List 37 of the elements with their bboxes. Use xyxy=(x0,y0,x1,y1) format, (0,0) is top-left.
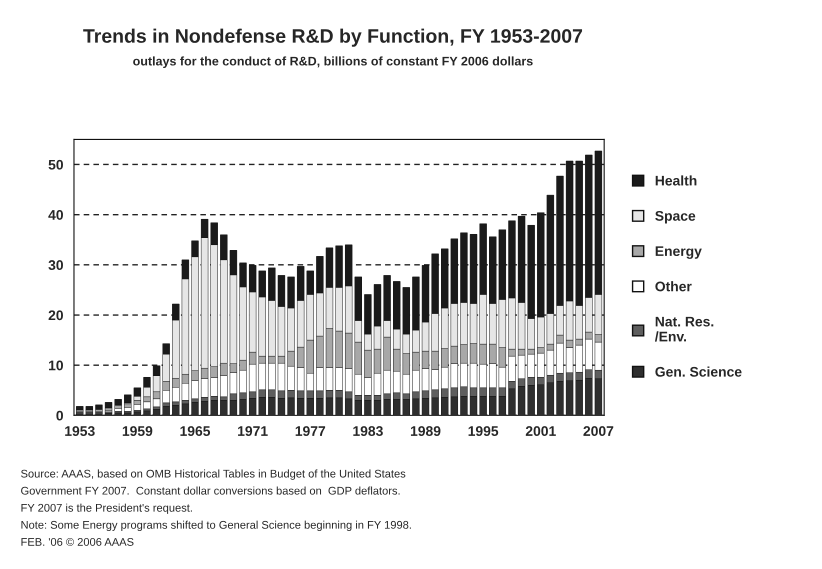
legend-label: Energy xyxy=(656,246,702,259)
chart-title: Trends in Nondefense R&D by Function, FY 1953-2007 xyxy=(83,28,582,47)
bar xyxy=(124,394,132,404)
bar xyxy=(134,404,142,411)
x-tick-label: 1989 xyxy=(410,426,440,436)
legend-label: Other xyxy=(655,281,692,292)
text: Note: Some Energy programs shifted to General Science beginning in FY 1998. xyxy=(21,520,411,531)
y-tick-label: 30 xyxy=(48,260,63,270)
bar xyxy=(134,388,142,397)
chart-subtitle: outlays for the conduct of R&D, billions of constant FY 2006 dollars xyxy=(133,56,533,68)
x-tick-label: 1953 xyxy=(65,426,95,436)
x-tick-label: 1959 xyxy=(122,426,152,436)
y-tick-label: 40 xyxy=(48,210,63,220)
x-tick-label: 1983 xyxy=(353,426,383,436)
x-tick-label: 1977 xyxy=(296,426,326,436)
x-tick-label: 1995 xyxy=(468,426,498,436)
bar xyxy=(95,404,103,410)
text: FY 2007 is the President's request. xyxy=(21,504,192,514)
x-tick-label: 2007 xyxy=(583,426,614,436)
x-tick-label: 2001 xyxy=(526,426,556,436)
bar xyxy=(104,402,112,408)
x-tick-label: 1971 xyxy=(238,426,268,436)
source-note: Source: AAAS, based on OMB Historical Tables in Budget of the United States xyxy=(21,469,406,480)
legend-label: Health xyxy=(656,175,696,186)
bar xyxy=(86,406,94,410)
text: Government FY 2007. Constant dollar conversions based on GDP deflators. xyxy=(21,486,400,495)
bar xyxy=(124,407,132,412)
legend-label: Nat. Res. /Env. xyxy=(654,316,714,342)
legend-label: Gen. Science xyxy=(655,366,742,377)
x-tick-label: 1965 xyxy=(180,426,210,436)
bar xyxy=(114,399,122,406)
text: FEB. '06 © 2006 AAAS xyxy=(21,538,134,546)
y-tick-label: 20 xyxy=(48,310,63,320)
y-tick-label: 50 xyxy=(48,160,63,170)
y-tick-label: 0 xyxy=(56,410,63,421)
y-tick-label: 10 xyxy=(48,360,63,370)
legend-label: Space xyxy=(655,210,696,224)
